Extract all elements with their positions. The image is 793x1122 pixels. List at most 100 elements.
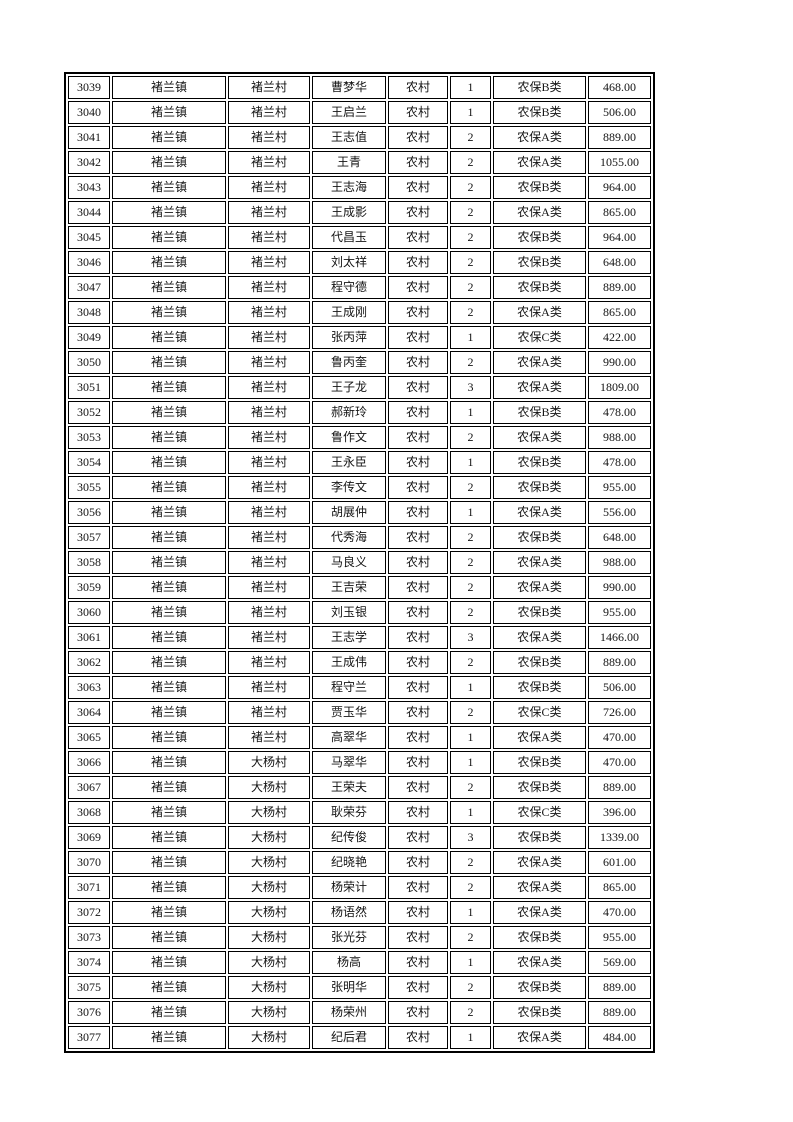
name-cell: 王子龙 bbox=[312, 376, 386, 399]
serial-cell: 3074 bbox=[68, 951, 110, 974]
amount-cell: 478.00 bbox=[588, 451, 651, 474]
town-cell: 褚兰镇 bbox=[112, 801, 226, 824]
serial-cell: 3057 bbox=[68, 526, 110, 549]
village-cell: 大杨村 bbox=[228, 751, 310, 774]
amount-cell: 422.00 bbox=[588, 326, 651, 349]
serial-cell: 3070 bbox=[68, 851, 110, 874]
table-row: 3058 褚兰镇 褚兰村 马良义 农村 2 农保A类 988.00 bbox=[68, 551, 651, 574]
serial-cell: 3069 bbox=[68, 826, 110, 849]
residence-cell: 农村 bbox=[388, 626, 448, 649]
name-cell: 鲁作文 bbox=[312, 426, 386, 449]
amount-cell: 865.00 bbox=[588, 876, 651, 899]
name-cell: 鲁丙奎 bbox=[312, 351, 386, 374]
name-cell: 高翠华 bbox=[312, 726, 386, 749]
residence-cell: 农村 bbox=[388, 401, 448, 424]
residence-cell: 农村 bbox=[388, 451, 448, 474]
village-cell: 褚兰村 bbox=[228, 251, 310, 274]
residence-cell: 农村 bbox=[388, 776, 448, 799]
town-cell: 褚兰镇 bbox=[112, 451, 226, 474]
table-row: 3041 褚兰镇 褚兰村 王志值 农村 2 农保A类 889.00 bbox=[68, 126, 651, 149]
serial-cell: 3065 bbox=[68, 726, 110, 749]
residence-cell: 农村 bbox=[388, 126, 448, 149]
persons-cell: 3 bbox=[450, 376, 491, 399]
name-cell: 王志海 bbox=[312, 176, 386, 199]
persons-cell: 2 bbox=[450, 176, 491, 199]
serial-cell: 3072 bbox=[68, 901, 110, 924]
serial-cell: 3050 bbox=[68, 351, 110, 374]
residence-cell: 农村 bbox=[388, 976, 448, 999]
serial-cell: 3044 bbox=[68, 201, 110, 224]
serial-cell: 3066 bbox=[68, 751, 110, 774]
table-row: 3044 褚兰镇 褚兰村 王成影 农村 2 农保A类 865.00 bbox=[68, 201, 651, 224]
table-row: 3048 褚兰镇 褚兰村 王成刚 农村 2 农保A类 865.00 bbox=[68, 301, 651, 324]
persons-cell: 1 bbox=[450, 501, 491, 524]
town-cell: 褚兰镇 bbox=[112, 701, 226, 724]
name-cell: 纪晓艳 bbox=[312, 851, 386, 874]
insurance-class-cell: 农保B类 bbox=[493, 276, 586, 299]
name-cell: 程守德 bbox=[312, 276, 386, 299]
name-cell: 刘太祥 bbox=[312, 251, 386, 274]
table-row: 3040 褚兰镇 褚兰村 王启兰 农村 1 农保B类 506.00 bbox=[68, 101, 651, 124]
persons-cell: 1 bbox=[450, 326, 491, 349]
persons-cell: 1 bbox=[450, 801, 491, 824]
town-cell: 褚兰镇 bbox=[112, 676, 226, 699]
village-cell: 褚兰村 bbox=[228, 551, 310, 574]
town-cell: 褚兰镇 bbox=[112, 1026, 226, 1049]
table-row: 3065 褚兰镇 褚兰村 高翠华 农村 1 农保A类 470.00 bbox=[68, 726, 651, 749]
persons-cell: 2 bbox=[450, 351, 491, 374]
persons-cell: 2 bbox=[450, 426, 491, 449]
amount-cell: 470.00 bbox=[588, 751, 651, 774]
village-cell: 褚兰村 bbox=[228, 151, 310, 174]
table-row: 3045 褚兰镇 褚兰村 代昌玉 农村 2 农保B类 964.00 bbox=[68, 226, 651, 249]
serial-cell: 3040 bbox=[68, 101, 110, 124]
amount-cell: 964.00 bbox=[588, 226, 651, 249]
serial-cell: 3047 bbox=[68, 276, 110, 299]
persons-cell: 1 bbox=[450, 451, 491, 474]
amount-cell: 889.00 bbox=[588, 651, 651, 674]
serial-cell: 3076 bbox=[68, 1001, 110, 1024]
town-cell: 褚兰镇 bbox=[112, 476, 226, 499]
persons-cell: 2 bbox=[450, 551, 491, 574]
insurance-class-cell: 农保B类 bbox=[493, 826, 586, 849]
persons-cell: 2 bbox=[450, 876, 491, 899]
table-row: 3046 褚兰镇 褚兰村 刘太祥 农村 2 农保B类 648.00 bbox=[68, 251, 651, 274]
name-cell: 王启兰 bbox=[312, 101, 386, 124]
amount-cell: 955.00 bbox=[588, 476, 651, 499]
residence-cell: 农村 bbox=[388, 751, 448, 774]
serial-cell: 3051 bbox=[68, 376, 110, 399]
persons-cell: 2 bbox=[450, 476, 491, 499]
amount-cell: 484.00 bbox=[588, 1026, 651, 1049]
residence-cell: 农村 bbox=[388, 1026, 448, 1049]
residence-cell: 农村 bbox=[388, 151, 448, 174]
serial-cell: 3045 bbox=[68, 226, 110, 249]
town-cell: 褚兰镇 bbox=[112, 226, 226, 249]
amount-cell: 506.00 bbox=[588, 676, 651, 699]
persons-cell: 2 bbox=[450, 226, 491, 249]
town-cell: 褚兰镇 bbox=[112, 101, 226, 124]
residence-cell: 农村 bbox=[388, 901, 448, 924]
serial-cell: 3068 bbox=[68, 801, 110, 824]
village-cell: 褚兰村 bbox=[228, 126, 310, 149]
residence-cell: 农村 bbox=[388, 701, 448, 724]
persons-cell: 2 bbox=[450, 976, 491, 999]
table-row: 3060 褚兰镇 褚兰村 刘玉银 农村 2 农保B类 955.00 bbox=[68, 601, 651, 624]
town-cell: 褚兰镇 bbox=[112, 776, 226, 799]
name-cell: 刘玉银 bbox=[312, 601, 386, 624]
amount-cell: 865.00 bbox=[588, 201, 651, 224]
amount-cell: 648.00 bbox=[588, 526, 651, 549]
name-cell: 王荣夫 bbox=[312, 776, 386, 799]
serial-cell: 3046 bbox=[68, 251, 110, 274]
residence-cell: 农村 bbox=[388, 501, 448, 524]
town-cell: 褚兰镇 bbox=[112, 301, 226, 324]
name-cell: 杨高 bbox=[312, 951, 386, 974]
amount-cell: 478.00 bbox=[588, 401, 651, 424]
name-cell: 耿荣芬 bbox=[312, 801, 386, 824]
name-cell: 代秀海 bbox=[312, 526, 386, 549]
persons-cell: 2 bbox=[450, 301, 491, 324]
insurance-class-cell: 农保A类 bbox=[493, 151, 586, 174]
town-cell: 褚兰镇 bbox=[112, 376, 226, 399]
name-cell: 王成刚 bbox=[312, 301, 386, 324]
serial-cell: 3054 bbox=[68, 451, 110, 474]
insurance-class-cell: 农保A类 bbox=[493, 551, 586, 574]
